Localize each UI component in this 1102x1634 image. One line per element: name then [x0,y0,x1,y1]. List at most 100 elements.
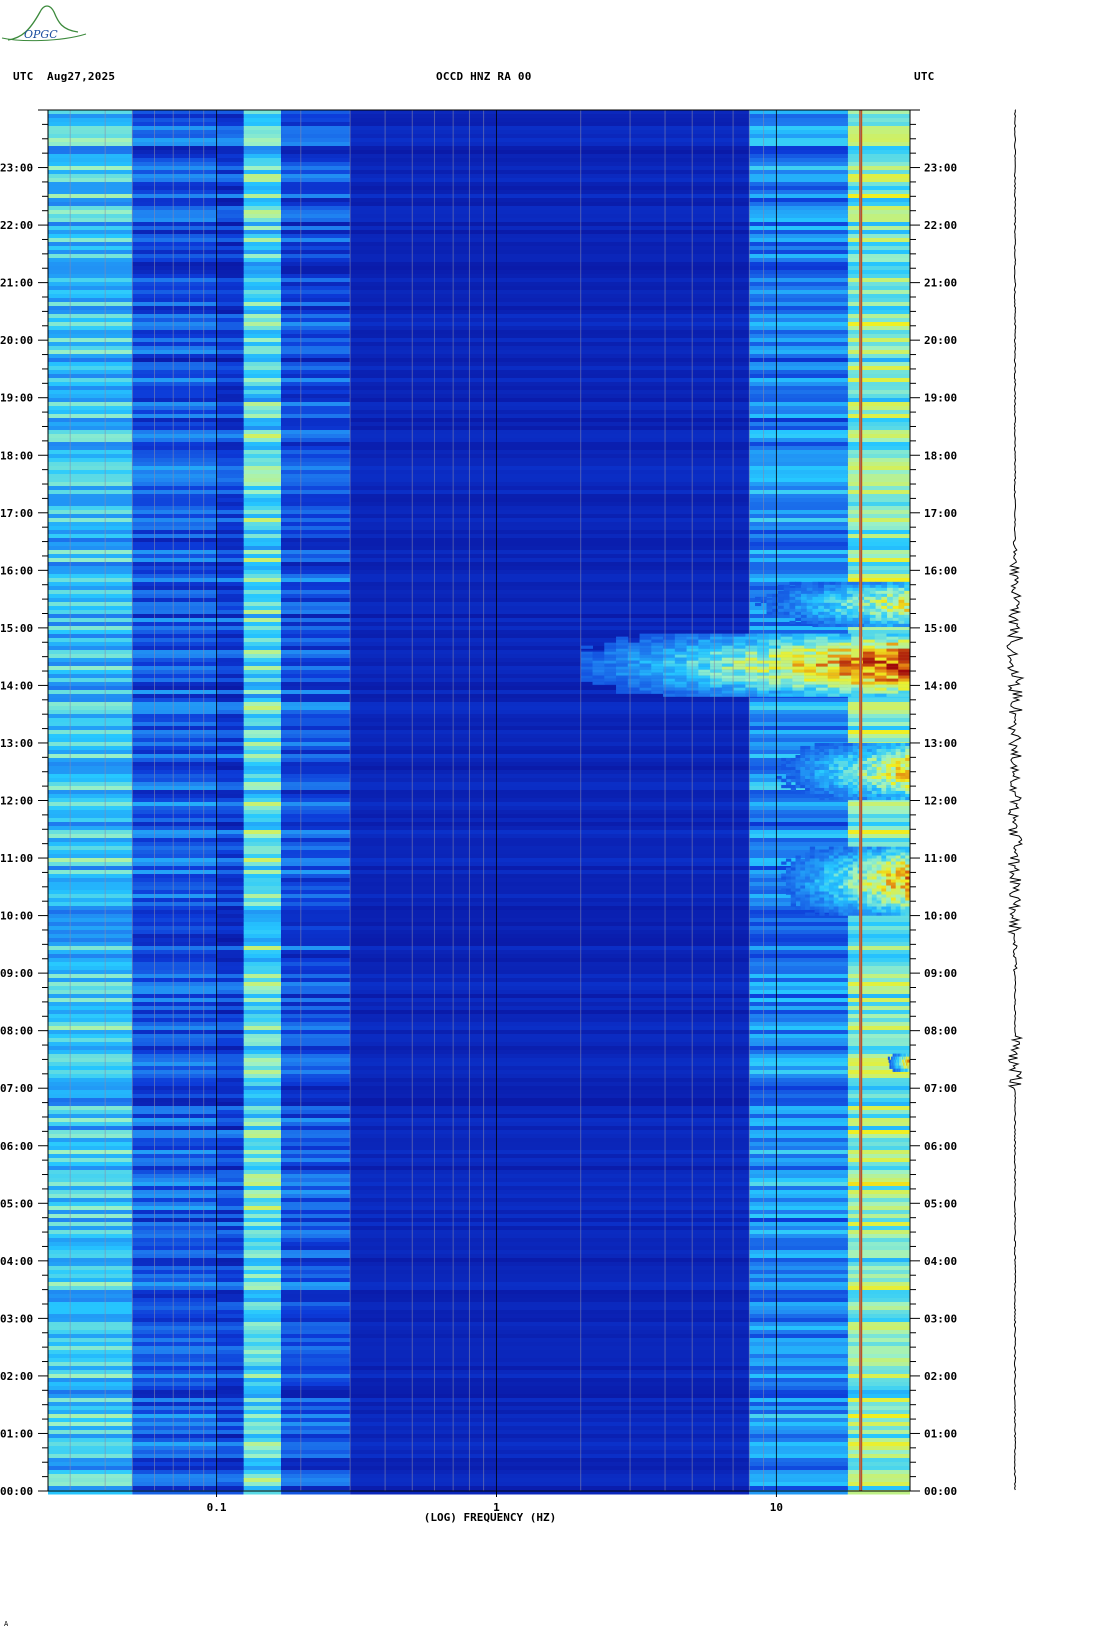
band-cell [132,290,217,295]
event-cell [833,745,839,750]
band-cell [749,1050,848,1055]
band-cell [216,210,244,215]
event-cell [886,687,899,691]
band-cell [847,834,910,839]
band-cell [48,186,133,191]
band-cell [350,1262,750,1267]
band-cell [243,1226,282,1231]
event-cell [833,861,839,865]
band-cell [243,1194,282,1199]
band-cell [847,1398,910,1403]
event-cell [828,885,835,889]
band-cell [48,1318,133,1323]
event-cell [616,669,629,673]
event-cell [843,867,849,871]
band-cell [847,1082,910,1087]
band-cell [749,1054,848,1059]
event-cell [886,897,892,901]
band-cell [132,322,217,327]
band-cell [216,190,244,195]
event-cell [890,1059,892,1063]
event-cell [839,690,852,694]
band-cell [243,1126,282,1131]
band-cell [749,506,848,511]
band-cell [48,470,133,475]
band-cell [281,318,351,323]
event-cell [881,858,887,862]
event-cell [651,645,664,649]
event-cell [876,787,882,792]
event-cell [780,669,793,673]
band-cell [243,978,282,983]
event-cell [698,654,711,658]
band-cell [847,454,910,459]
band-cell [132,830,217,835]
band-cell [749,998,848,1003]
event-cell [809,772,816,777]
band-cell [350,1402,750,1407]
event-cell [843,888,849,892]
band-cell [749,846,848,851]
event-cell [789,590,796,595]
band-cell [749,1406,848,1411]
band-cell [749,422,848,427]
band-cell [216,342,244,347]
band-cell [281,574,351,579]
band-cell [48,1430,133,1435]
band-cell [132,1250,217,1255]
event-cell [852,593,859,598]
event-cell [843,787,849,792]
band-cell [132,914,217,919]
band-cell [216,1486,244,1491]
event-cell [847,906,854,910]
band-cell [847,262,910,267]
band-cell [132,646,217,651]
event-cell [823,617,831,622]
event-cell [843,900,849,904]
band-cell [48,1158,133,1163]
event-cell [898,584,905,589]
band-cell [132,210,217,215]
band-cell [749,318,848,323]
band-cell [350,1242,750,1247]
band-cell [48,1466,133,1471]
band-cell [847,1286,910,1291]
band-cell [48,818,133,823]
band-cell [749,574,848,579]
band-cell [847,1186,910,1191]
event-cell [900,852,906,856]
event-cell [843,748,849,753]
band-cell [48,1266,133,1271]
band-cell [281,798,351,803]
event-cell [843,891,849,895]
band-cell [749,150,848,155]
event-cell [663,669,676,673]
event-cell [890,772,897,777]
event-cell [898,590,905,595]
band-cell [48,822,133,827]
band-cell [132,122,217,127]
band-cell [350,358,750,363]
event-cell [867,885,873,889]
event-cell [895,891,901,895]
event-cell [639,672,652,676]
event-cell [828,858,835,862]
event-cell [871,879,878,883]
event-cell [663,651,676,655]
band-cell [243,870,282,875]
band-cell [281,750,351,755]
hour-tick-label: 05:00 [0,1197,33,1210]
event-cell [847,763,854,768]
event-cell [864,614,871,619]
event-cell [904,581,911,586]
band-cell [243,1210,282,1215]
band-cell [216,1254,244,1259]
band-cell [281,838,351,843]
band-cell [48,942,133,947]
band-cell [350,738,750,743]
event-cell [843,763,849,768]
band-cell [281,626,351,631]
band-cell [132,374,217,379]
band-cell [749,1322,848,1327]
band-cell [350,1238,750,1243]
